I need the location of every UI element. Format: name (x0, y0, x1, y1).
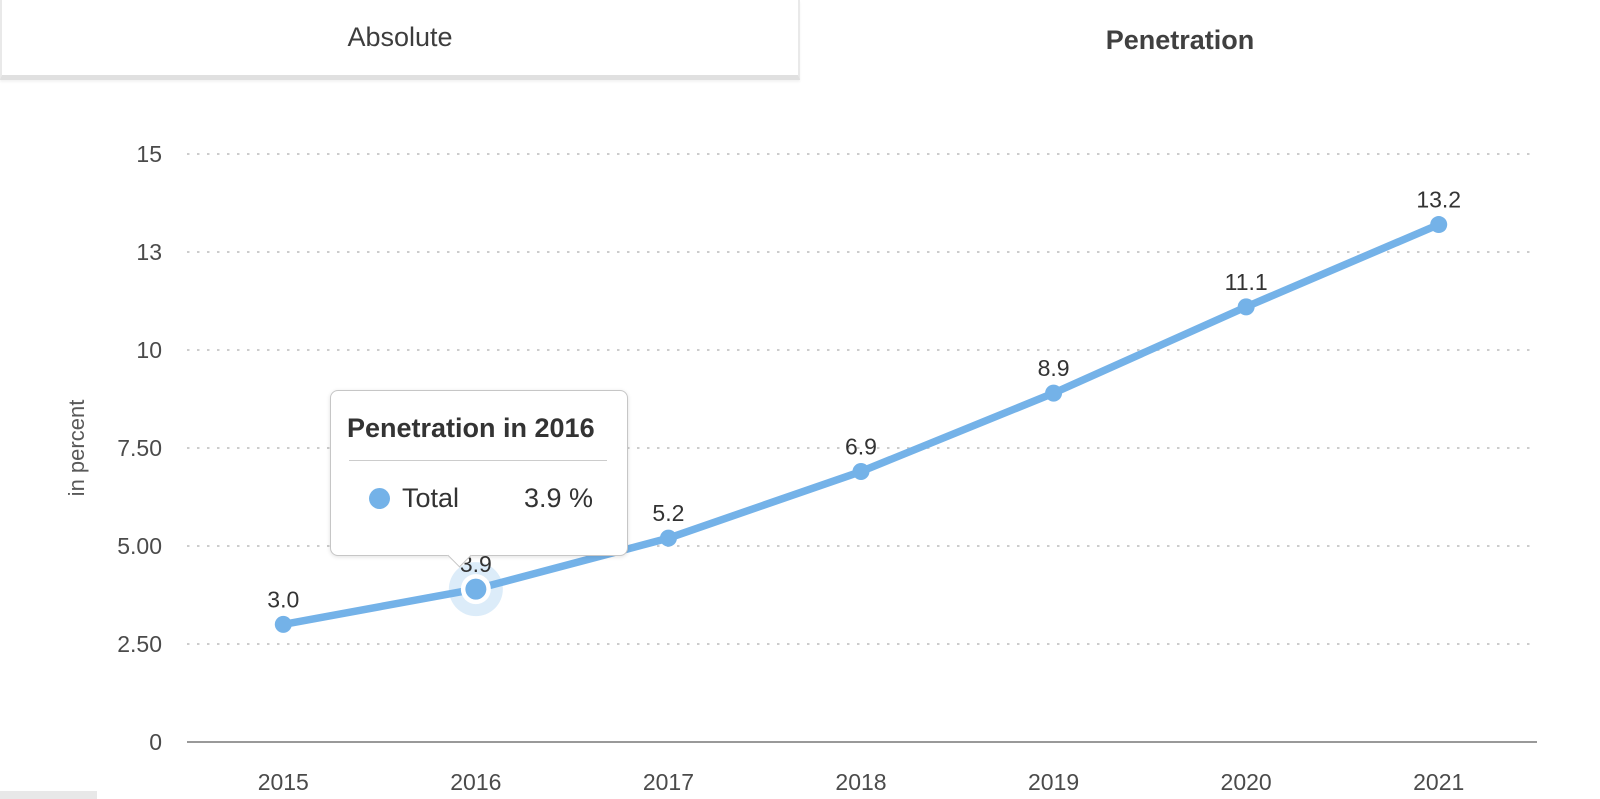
data-label: 3.0 (267, 586, 299, 612)
tooltip-series-label: Total (402, 483, 460, 513)
tooltip-title: Penetration in 2016 (347, 413, 595, 443)
x-tick-label: 2016 (450, 769, 501, 795)
data-point[interactable] (659, 529, 677, 547)
y-tick-label: 7.50 (117, 435, 162, 461)
y-tick-label: 2.50 (117, 631, 162, 657)
tab-penetration[interactable]: Penetration (800, 0, 1560, 80)
data-point-highlighted[interactable] (465, 578, 487, 600)
tab-penetration-label: Penetration (1105, 24, 1255, 55)
x-tick-label: 2017 (643, 769, 694, 795)
data-label: 6.9 (845, 434, 877, 460)
data-label: 5.2 (652, 500, 684, 526)
tab-absolute[interactable]: Absolute (0, 0, 800, 80)
series-marker-icon (369, 488, 390, 509)
y-axis-labels: 0 2.50 5.00 7.50 10 13 15 (117, 141, 162, 755)
x-tick-label: 2019 (1028, 769, 1079, 795)
y-tick-label: 10 (136, 337, 162, 363)
tooltip-value: 3.9 % (523, 483, 593, 513)
data-point[interactable] (1045, 384, 1063, 402)
data-point[interactable] (1237, 298, 1255, 316)
y-axis-title: in percent (64, 400, 89, 497)
tab-absolute-label: Absolute (347, 22, 453, 52)
x-tick-label: 2021 (1413, 769, 1464, 795)
x-tick-label: 2020 (1221, 769, 1272, 795)
x-tick-label: 2015 (258, 769, 309, 795)
x-tick-label: 2018 (835, 769, 886, 795)
bottom-edge-strip (0, 791, 97, 799)
tooltip-divider (349, 460, 607, 461)
data-point[interactable] (1430, 216, 1448, 234)
data-point[interactable] (274, 615, 292, 633)
data-point[interactable] (852, 463, 870, 481)
gridlines (187, 153, 1537, 743)
data-label: 11.1 (1225, 269, 1268, 295)
y-tick-label: 5.00 (117, 533, 162, 559)
data-labels: 3.03.95.26.98.911.113.2 (267, 187, 1461, 613)
y-tick-label: 0 (149, 729, 162, 755)
data-label: 13.2 (1416, 187, 1461, 213)
data-label: 8.9 (1038, 355, 1070, 381)
x-axis-labels: 2015 2016 2017 2018 2019 2020 2021 (258, 769, 1465, 795)
chart-tooltip: Penetration in 2016 Total 3.9 % (330, 390, 628, 568)
data-points (274, 216, 1448, 633)
y-tick-label: 13 (136, 239, 162, 265)
line-chart: 0 2.50 5.00 7.50 10 13 15 in percent 2015 2016 201… (0, 80, 1600, 799)
y-tick-label: 15 (136, 141, 162, 167)
tooltip-series-row: Total 3.9 % (347, 483, 609, 514)
tab-bar: Absolute Penetration (0, 0, 1600, 80)
